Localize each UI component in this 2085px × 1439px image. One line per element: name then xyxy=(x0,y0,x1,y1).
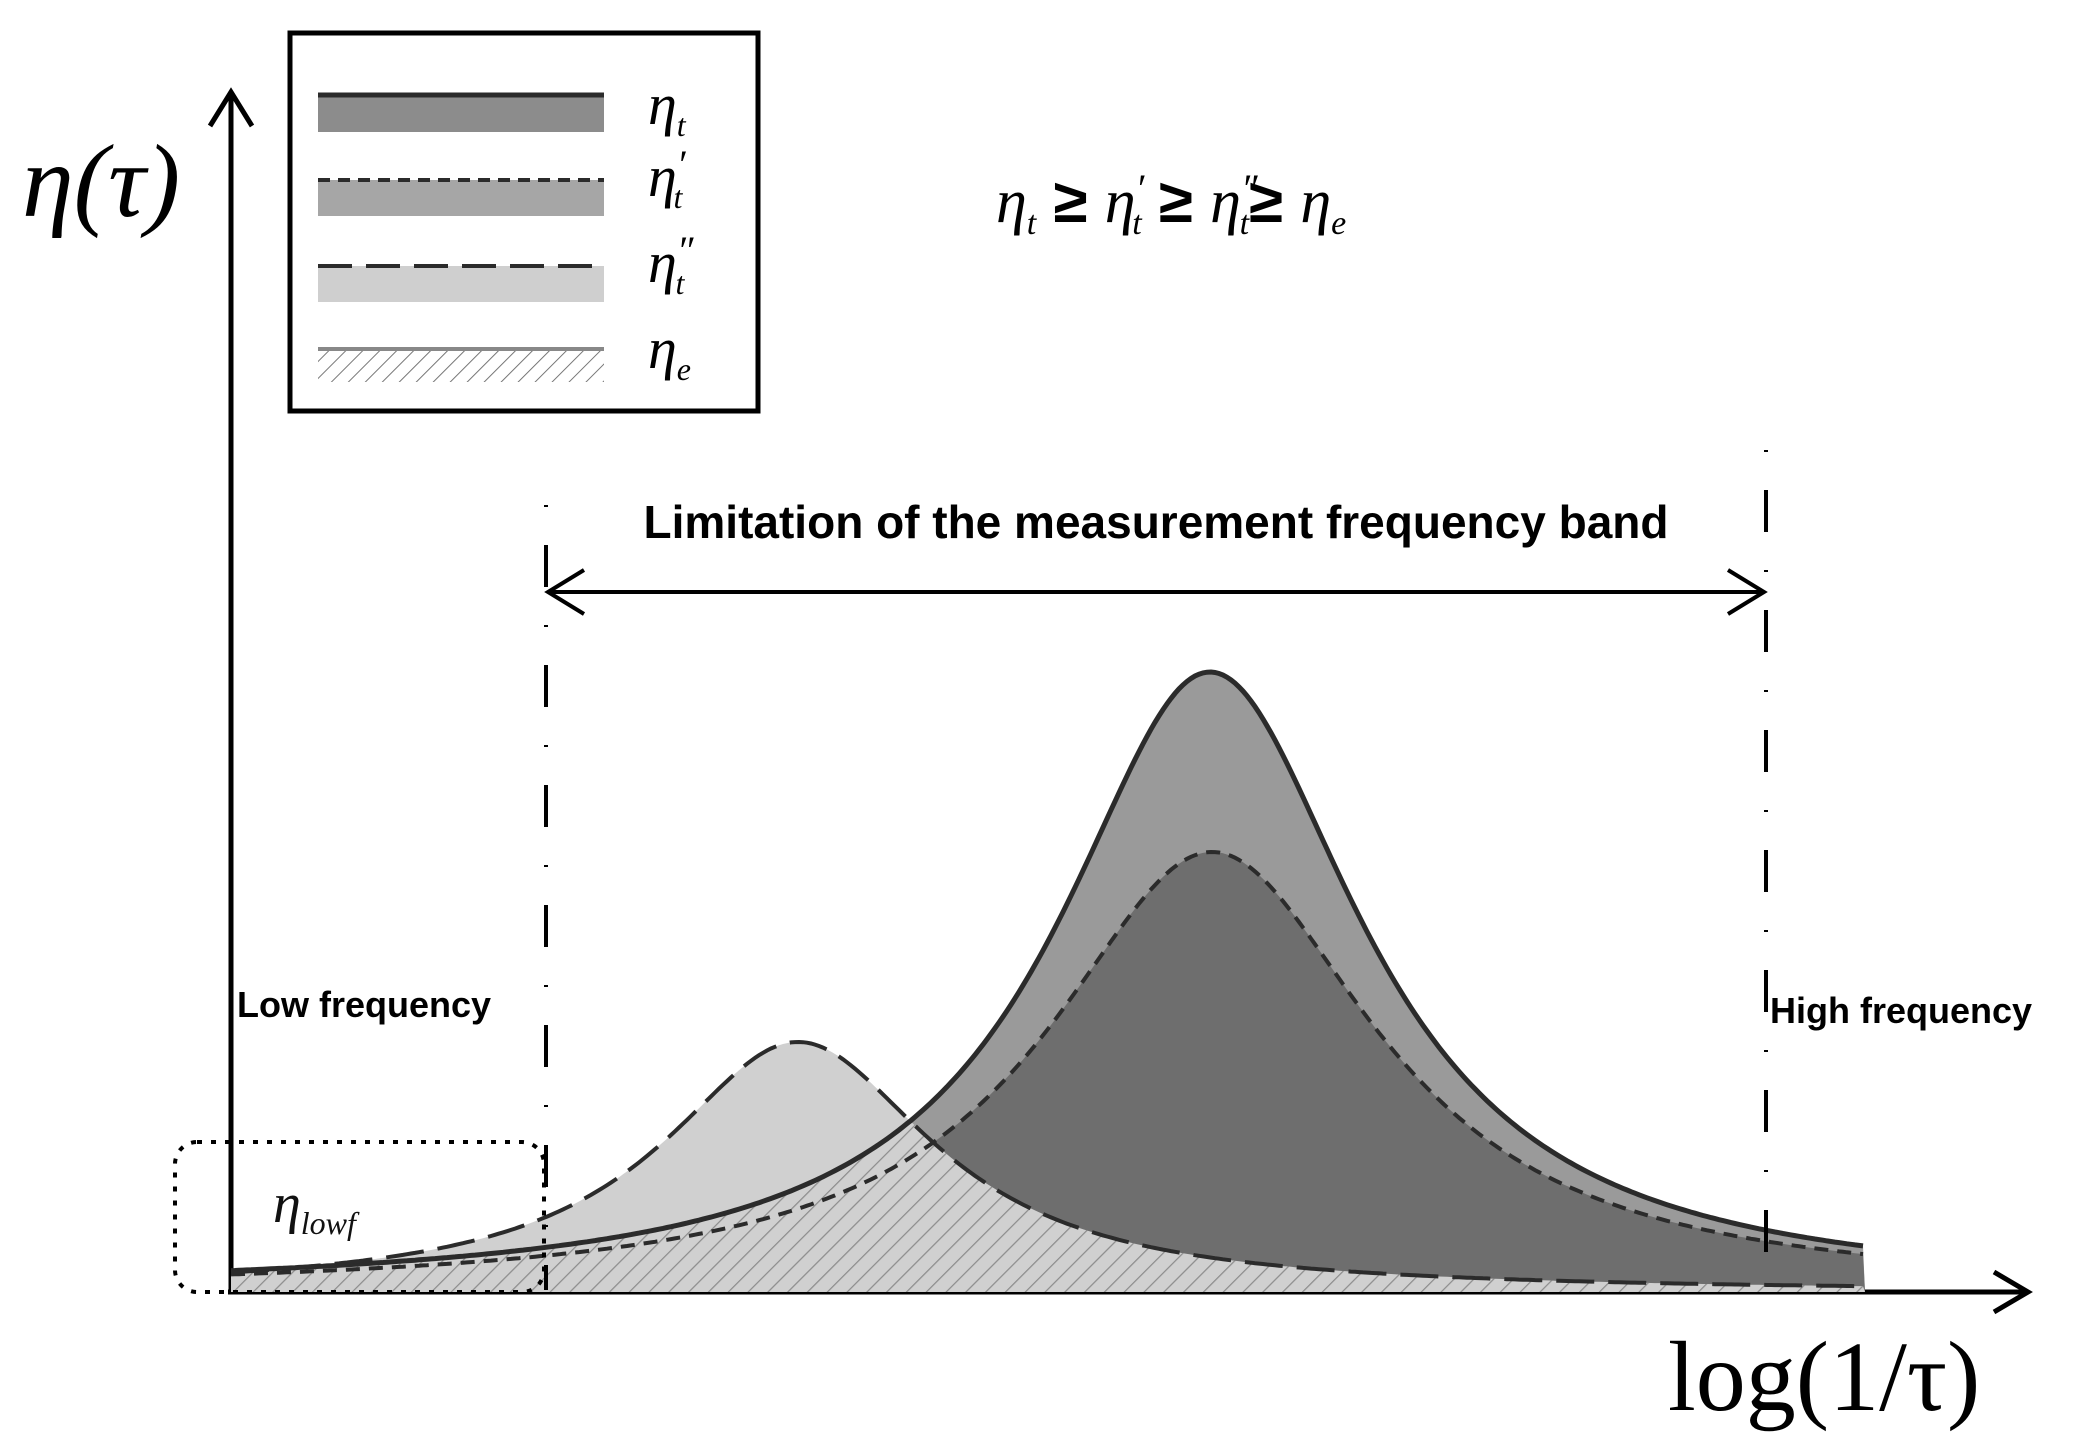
legend-swatch-eta-e xyxy=(318,350,604,382)
eta-lowf-label: ηlowf xyxy=(273,1173,360,1241)
eta-t-double-prime-curve xyxy=(230,1039,1863,1289)
eta-t-double-prime-area xyxy=(231,1042,1865,1292)
legend-swatch-eta-t xyxy=(318,96,604,132)
curves-group xyxy=(230,669,1865,1292)
low-frequency-label: Low frequency xyxy=(237,984,491,1025)
legend-item-eta-t: ηt xyxy=(318,72,687,143)
y-axis-label: η(τ) xyxy=(22,124,180,239)
legend-item-eta-t-prime: η′ t xyxy=(318,142,687,216)
legend-label-eta-e: ηe xyxy=(648,316,691,387)
legend-label-eta-t: ηt xyxy=(648,72,687,143)
legend-swatch-eta-t-double-prime xyxy=(318,266,604,302)
eta-t-prime-area xyxy=(231,852,1865,1292)
legend-label-eta-t-prime: η′ t xyxy=(648,142,687,215)
legend-label-eta-t-double-prime: η″ t xyxy=(648,228,695,301)
legend-swatch-eta-t-prime xyxy=(318,180,604,216)
x-axis-label: log(1/τ) xyxy=(1668,1321,1980,1432)
legend-item-eta-e: ηe xyxy=(318,316,691,387)
y-axis xyxy=(207,87,255,1292)
legend-item-eta-t-double-prime: η″ t xyxy=(318,228,695,302)
eta-t-prime-curve xyxy=(230,849,1864,1277)
band-arrow xyxy=(544,568,1768,616)
low-frequency-box xyxy=(173,1140,546,1294)
relation-inequality: ηt ≥ η′ t ≥ η″ t≥ ηe xyxy=(996,166,1346,242)
high-frequency-label: High frequency xyxy=(1770,990,2032,1031)
eta-t-curve xyxy=(230,669,1864,1274)
legend: ηt η′ t η″ t ηe xyxy=(287,30,761,414)
eta-e-hatched-area xyxy=(231,1121,1865,1292)
band-label: Limitation of the measurement frequency … xyxy=(644,496,1669,548)
